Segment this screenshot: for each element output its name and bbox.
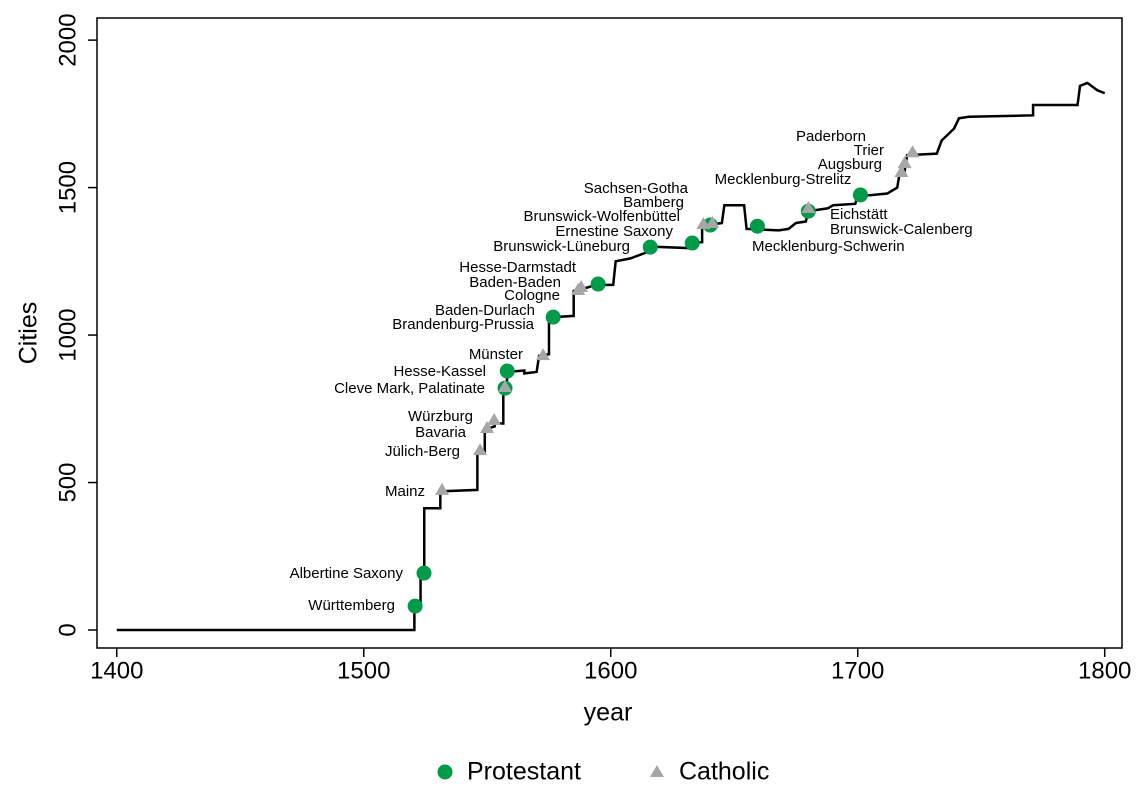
annotation: Würzburg [408,408,473,425]
point [499,363,515,379]
point [897,156,912,169]
annotation: Mainz [385,483,425,500]
point [590,276,606,292]
annotation: Hesse-Darmstadt [459,259,577,276]
point [407,598,423,614]
y-tick-label: 0 [54,623,81,636]
annotation: Albertine Saxony [290,565,404,582]
point [574,279,589,292]
point [435,482,450,495]
y-tick-label: 2000 [54,13,81,66]
annotation: Jülich-Berg [385,443,460,460]
annotation: Brunswick-Wolfenbüttel [524,208,680,225]
y-tick-label: 1500 [54,161,81,214]
point [801,200,816,213]
point [416,565,432,581]
x-axis-label: year [584,699,633,727]
annotation: Mecklenburg-Strelitz [715,171,852,188]
point [894,164,909,177]
annotation: Trier [854,142,884,159]
point [905,145,920,158]
point [545,309,561,325]
point [487,413,502,426]
annotation: Bavaria [415,424,467,441]
point [473,443,488,456]
annotation: Ernestine Saxony [555,223,673,240]
annotation: Brunswick-Calenberg [830,221,973,238]
x-tick-label: 1700 [831,657,884,684]
point [684,235,700,251]
x-tick-label: 1400 [90,657,143,684]
point [852,187,868,203]
cities-line [116,81,1106,632]
annotation: Baden-Durlach [435,302,535,319]
annotation: Münster [469,346,523,363]
point [479,420,494,433]
annotation: Sachsen-Gotha [584,180,689,197]
legend-marker [437,764,453,780]
annotation: Baden-Baden [469,274,561,291]
y-axis-label: Cities [15,302,43,365]
annotation: Cologne [504,287,560,304]
annotation: Brandenburg-Prussia [392,316,534,333]
x-tick-label: 1500 [337,657,390,684]
annotation: Württemberg [308,597,395,614]
annotation: Eichstätt [830,206,888,223]
legend-label: Catholic [679,758,769,786]
annotation: Mecklenburg-Schwerin [752,238,905,255]
point [705,215,720,228]
annotation: Bamberg [623,194,684,211]
point [749,218,765,234]
annotation: Cleve Mark, Palatinate [334,380,485,397]
y-tick-label: 1000 [54,308,81,361]
x-tick-label: 1800 [1078,657,1131,684]
point [642,239,658,255]
x-tick-label: 1600 [584,657,637,684]
annotation: Augsburg [818,156,882,173]
annotation: Paderborn [796,128,866,145]
plot-frame [96,17,1123,649]
annotation: Hesse-Kassel [393,363,486,380]
legend-label: Protestant [467,758,581,786]
legend-marker [650,765,664,777]
annotation: Brunswick-Lüneburg [493,238,630,255]
point [498,379,513,392]
point [536,348,551,361]
y-tick-label: 500 [54,463,81,503]
